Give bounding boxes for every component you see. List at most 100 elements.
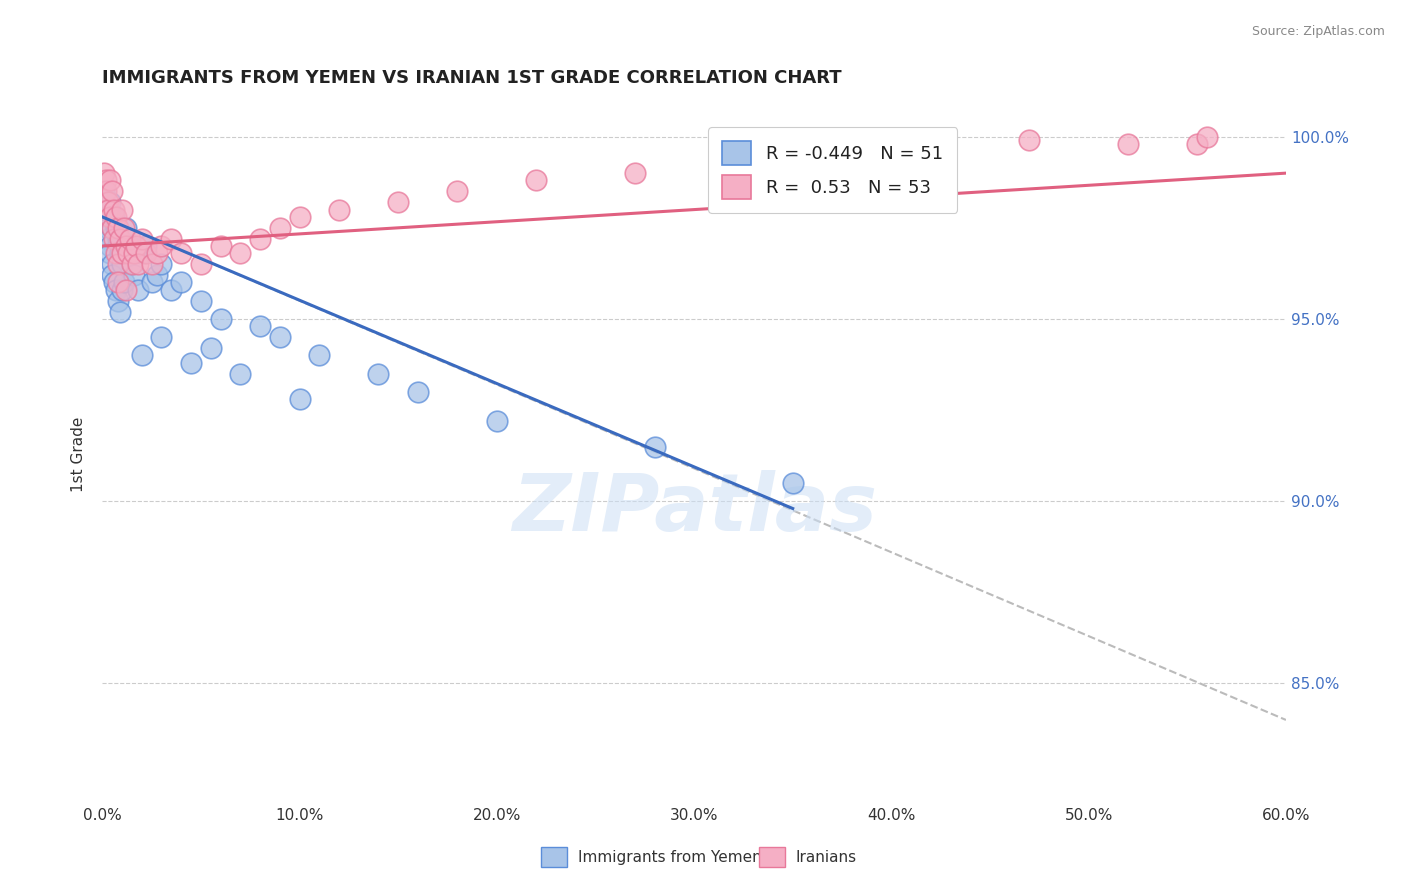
- Point: [101, 220, 124, 235]
- Point: [1018, 133, 1040, 147]
- Text: Immigrants from Yemen: Immigrants from Yemen: [578, 850, 762, 864]
- Point: [131, 348, 153, 362]
- Point: [269, 330, 291, 344]
- Point: [131, 232, 153, 246]
- Point: [105, 220, 128, 235]
- Point: [96, 202, 118, 217]
- Point: [328, 202, 350, 217]
- Point: [105, 210, 128, 224]
- Point: [107, 276, 129, 290]
- Point: [101, 220, 124, 235]
- Point: [131, 246, 153, 260]
- Point: [249, 232, 271, 246]
- Point: [121, 257, 143, 271]
- Point: [97, 195, 120, 210]
- Point: [118, 239, 141, 253]
- Point: [103, 276, 125, 290]
- Point: [107, 257, 129, 271]
- Point: [308, 348, 330, 362]
- Point: [103, 202, 125, 217]
- Point: [108, 246, 131, 260]
- Legend: R = -0.449   N = 51, R =  0.53   N = 53: R = -0.449 N = 51, R = 0.53 N = 53: [709, 127, 957, 213]
- Point: [190, 293, 212, 308]
- Point: [122, 268, 145, 283]
- Point: [524, 173, 547, 187]
- Point: [111, 202, 134, 217]
- Point: [821, 148, 844, 162]
- Point: [170, 246, 193, 260]
- Point: [288, 392, 311, 406]
- Point: [135, 246, 157, 260]
- Point: [118, 232, 141, 246]
- Point: [121, 257, 143, 271]
- Point: [98, 173, 121, 187]
- Point: [105, 283, 128, 297]
- Point: [101, 268, 124, 283]
- Point: [160, 232, 183, 246]
- Point: [406, 384, 429, 399]
- Point: [141, 257, 163, 271]
- Point: [107, 220, 129, 235]
- Point: [229, 246, 252, 260]
- Point: [387, 195, 409, 210]
- Point: [111, 283, 134, 297]
- Point: [229, 367, 252, 381]
- Text: ZIPatlas: ZIPatlas: [512, 470, 876, 549]
- Point: [150, 239, 173, 253]
- Point: [115, 283, 138, 297]
- Point: [723, 159, 745, 173]
- Point: [111, 257, 134, 271]
- Point: [101, 185, 124, 199]
- Point: [93, 166, 115, 180]
- Point: [98, 195, 121, 210]
- Point: [108, 232, 131, 246]
- Point: [103, 210, 125, 224]
- Point: [97, 202, 120, 217]
- Point: [98, 210, 121, 224]
- Point: [93, 185, 115, 199]
- Text: IMMIGRANTS FROM YEMEN VS IRANIAN 1ST GRADE CORRELATION CHART: IMMIGRANTS FROM YEMEN VS IRANIAN 1ST GRA…: [103, 69, 842, 87]
- Point: [1195, 129, 1218, 144]
- Y-axis label: 1st Grade: 1st Grade: [72, 417, 86, 491]
- Point: [1116, 136, 1139, 151]
- Point: [644, 440, 666, 454]
- Point: [107, 293, 129, 308]
- Point: [117, 246, 139, 260]
- Point: [115, 220, 138, 235]
- Point: [160, 283, 183, 297]
- Point: [96, 185, 118, 199]
- Point: [122, 246, 145, 260]
- Point: [269, 220, 291, 235]
- Point: [105, 246, 128, 260]
- Text: Source: ZipAtlas.com: Source: ZipAtlas.com: [1251, 25, 1385, 38]
- Point: [180, 356, 202, 370]
- Point: [112, 220, 135, 235]
- Point: [111, 246, 134, 260]
- Point: [141, 276, 163, 290]
- Point: [115, 239, 138, 253]
- Point: [108, 304, 131, 318]
- Point: [146, 246, 169, 260]
- Point: [103, 232, 125, 246]
- Point: [150, 330, 173, 344]
- Point: [150, 257, 173, 271]
- Point: [190, 257, 212, 271]
- Point: [117, 246, 139, 260]
- Point: [107, 232, 129, 246]
- Point: [96, 210, 118, 224]
- Point: [96, 173, 118, 187]
- Point: [98, 246, 121, 260]
- Point: [1185, 136, 1208, 151]
- Point: [624, 166, 647, 180]
- Point: [101, 257, 124, 271]
- Point: [209, 239, 232, 253]
- Point: [288, 210, 311, 224]
- Point: [200, 341, 222, 355]
- Point: [209, 312, 232, 326]
- Text: Iranians: Iranians: [796, 850, 856, 864]
- Point: [125, 239, 148, 253]
- Point: [170, 276, 193, 290]
- Point: [112, 276, 135, 290]
- Point: [98, 239, 121, 253]
- Point: [782, 475, 804, 490]
